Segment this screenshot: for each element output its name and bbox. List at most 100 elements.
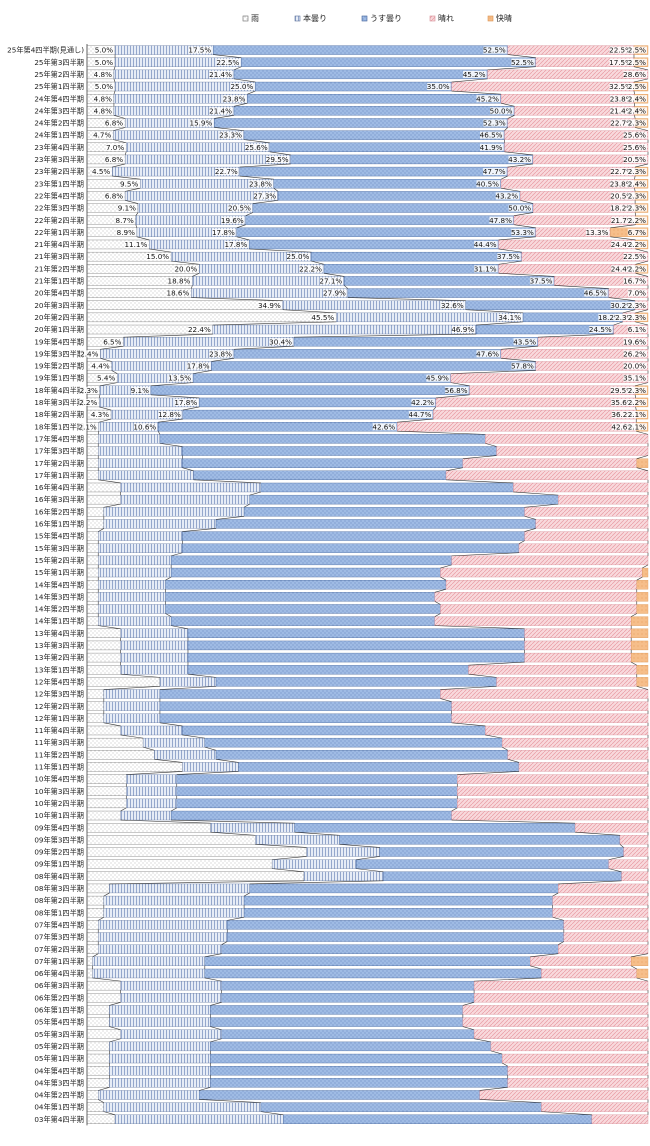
category-label: 11年第2四半期: [34, 750, 84, 759]
bar-segment-clear: [630, 616, 649, 626]
bar-segment-partly-cloudy: [383, 871, 622, 881]
bar-segment-cloudy: [120, 980, 222, 991]
data-label: 4.8%: [94, 94, 112, 103]
legend-swatch-clear: [487, 15, 494, 22]
bar-segment-sunny: [501, 737, 649, 748]
data-label: 46.9%: [451, 325, 474, 334]
data-label: 17.5%: [188, 46, 211, 55]
category-label: 23年第1四半期: [34, 179, 84, 188]
bar-segment-rain: [86, 713, 105, 724]
series-connector-line: [103, 892, 110, 897]
data-label: 45.9%: [426, 374, 449, 383]
series-connector-line: [487, 66, 536, 71]
data-label: 20.5%: [610, 191, 633, 200]
category-label: 14年第3四半期: [34, 592, 84, 601]
legend-swatch-partly-cloudy: [361, 15, 368, 22]
data-label-background: [611, 411, 636, 419]
series-connector-line: [339, 844, 380, 848]
data-label: 47.7%: [483, 167, 506, 176]
data-label-background: [408, 411, 433, 419]
data-label-background: [610, 95, 634, 103]
series-connector-line: [541, 1111, 592, 1116]
series-connector-line: [120, 673, 160, 678]
data-label-background: [627, 180, 647, 188]
series-connector-line: [171, 819, 295, 824]
data-label: 2.3%: [628, 204, 646, 213]
bar-segment-partly-cloudy: [290, 154, 534, 165]
data-label-background: [623, 338, 647, 346]
data-label: 42.2%: [411, 398, 434, 407]
bar-segment-rain: [86, 519, 105, 529]
bar-segment-cloudy: [98, 434, 161, 444]
data-label: 15.9%: [190, 119, 213, 128]
data-label-background: [627, 107, 647, 115]
bar-segment-rain: [86, 725, 121, 736]
category-label: 04年第3四半期: [34, 1078, 84, 1087]
data-label-background: [93, 95, 113, 103]
data-label-background: [80, 350, 100, 358]
bar-segment-sunny: [524, 640, 632, 651]
bar-segment-rain: [86, 677, 161, 687]
series-connector-line: [462, 1001, 475, 1006]
series-connector-line: [451, 90, 502, 95]
bar-segment-clear: [630, 652, 649, 663]
series-connector-line: [213, 54, 242, 59]
data-label-background: [124, 240, 149, 248]
bar-segment-cloudy: [182, 762, 239, 772]
bar-segment-cloudy: [98, 920, 228, 930]
category-label: 05年第1四半期: [34, 1054, 84, 1063]
bar-segment-sunny: [468, 665, 637, 675]
series-connector-line: [634, 212, 636, 216]
bar-segment-clear: [630, 956, 649, 967]
series-connector-line: [204, 977, 222, 982]
data-label-background: [584, 289, 608, 297]
data-label: 8.7%: [116, 216, 134, 225]
series-connector-line: [109, 1026, 121, 1031]
bar-segment-cloudy: [120, 993, 222, 1003]
bar-segment-sunny: [434, 616, 632, 626]
bar-segment-rain: [86, 1114, 116, 1124]
series-connector-line: [524, 515, 536, 520]
category-label: 25年第2四半期: [34, 70, 84, 79]
data-label: 19.6%: [623, 337, 646, 346]
data-label: 20.5%: [623, 155, 646, 164]
category-label: 11年第3四半期: [34, 738, 84, 747]
data-label: 16.7%: [623, 277, 646, 286]
data-label: 2.3%: [628, 386, 646, 395]
series-connector-line: [221, 941, 228, 945]
series-connector-line: [434, 613, 441, 617]
data-label: 43.2%: [508, 155, 531, 164]
series-connector-line: [239, 163, 291, 168]
bar-segment-partly-cloudy: [243, 130, 505, 140]
bar-segment-rain: [86, 895, 105, 906]
data-label: 6.1%: [628, 325, 646, 334]
data-label-background: [611, 216, 635, 224]
bar-segment-cloudy: [103, 1102, 262, 1112]
legend-label-clear: 快晴: [496, 13, 512, 23]
data-label: 24.4%: [611, 264, 634, 273]
series-connector-line: [635, 272, 649, 277]
bar-segment-cloudy: [120, 810, 172, 821]
data-label: 30.2%: [610, 301, 633, 310]
bar-segment-sunny: [451, 555, 649, 566]
bar-segment-cloudy: [103, 507, 245, 517]
bar-segment-sunny: [496, 446, 649, 456]
category-label: 20年第4四半期: [34, 289, 84, 298]
series-connector-line: [204, 746, 217, 751]
data-label-background: [497, 253, 521, 261]
bar-segment-partly-cloudy: [187, 652, 525, 663]
data-label: 2.1%: [628, 422, 646, 431]
series-connector-line: [631, 661, 637, 666]
series-connector-line: [451, 722, 486, 727]
bar-segment-cloudy: [336, 312, 524, 323]
bar-segment-sunny: [435, 397, 636, 408]
bar-segment-cloudy: [92, 956, 205, 967]
category-label: 14年第2四半期: [34, 605, 84, 614]
category-label: 05年第2四半期: [34, 1042, 84, 1051]
bar-segment-rain: [86, 665, 121, 675]
bar-segment-cloudy: [282, 300, 466, 310]
series-connector-line: [100, 345, 124, 350]
bar-segment-partly-cloudy: [379, 847, 624, 857]
bar-segment-rain: [86, 968, 93, 979]
data-label-background: [476, 95, 501, 103]
